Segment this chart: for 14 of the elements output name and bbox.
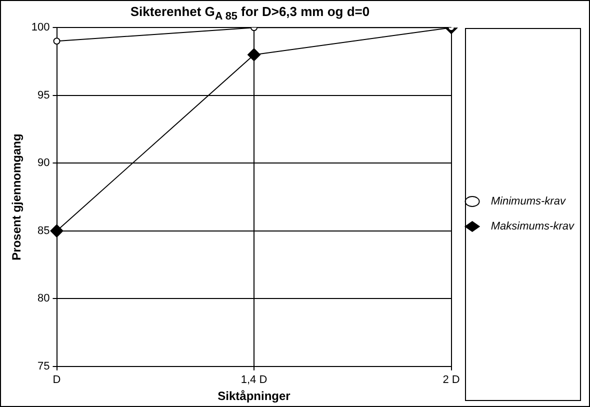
y-tick-label: 95 xyxy=(38,89,50,102)
chart-title: Sikterenhet G$_{A 85}$ for D>6,3 mm og d=0 xyxy=(129,4,371,23)
x-tick-label: 2 D xyxy=(442,374,460,386)
y-tick-label: 80 xyxy=(38,292,50,305)
y-tick-label: 75 xyxy=(38,360,50,372)
y-tick-label: 90 xyxy=(38,157,50,170)
legend-label: Maksimums-krav xyxy=(484,220,576,233)
y-tick-label: 100 xyxy=(31,22,50,34)
y-tick-label: 85 xyxy=(38,224,50,237)
x-tick-label: D xyxy=(52,374,61,386)
x-tick-label: 1,4 D xyxy=(240,374,268,386)
legend-label: Minimums-krav xyxy=(484,196,567,208)
y-axis-title: Prosent gjennomgang xyxy=(10,134,24,260)
x-axis-title: Siktåpninger xyxy=(218,389,291,404)
